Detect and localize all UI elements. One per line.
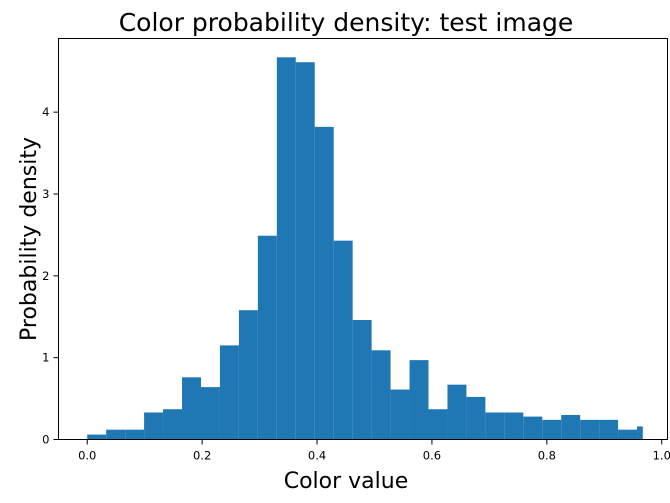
y-axis-label: Probability density [17,137,42,341]
bars-layer [87,57,643,440]
y-tick-label: 3 [42,187,49,201]
x-tick-label: 1.0 [653,449,670,463]
histogram-bar [561,414,581,440]
y-tick-label: 2 [42,269,49,283]
histogram-bar [200,387,220,440]
histogram-bar [276,57,296,440]
histogram-bar [447,384,467,440]
x-ticks-layer: 0.0 0.2 0.4 0.6 0.8 1.0 [78,439,670,463]
histogram-bar [599,419,619,440]
x-tick-label: 0.6 [423,449,441,463]
plot-frame [58,38,668,440]
histogram-bar [371,350,391,440]
histogram-bar [163,409,183,440]
histogram-bar [409,360,429,440]
histogram-bar [87,434,107,440]
y-tick-label: 0 [42,433,49,447]
histogram-bar [542,419,562,440]
y-ticks-layer: 0 1 2 3 4 [42,105,59,447]
histogram-bar [238,310,258,440]
histogram-bar [485,412,505,440]
histogram-bar [352,320,372,440]
histogram-bar [144,412,164,440]
histogram-bar [295,62,315,440]
histogram-bar [106,429,126,440]
histogram-bar [504,412,524,440]
y-tick-label: 1 [42,351,49,365]
histogram-bar [333,240,353,440]
histogram-bar [466,396,486,440]
histogram-bar [314,126,334,440]
histogram-bar [390,389,410,440]
chart-title: Color probability density: test image [119,8,574,37]
x-axis-label: Color value [284,469,409,494]
histogram-bar [580,419,600,440]
x-tick-label: 0.2 [193,449,211,463]
histogram-bar [257,235,277,440]
histogram-bar [637,426,643,440]
histogram-bar [125,429,145,440]
x-tick-label: 0.8 [538,449,556,463]
histogram-bar [219,345,239,440]
x-tick-label: 0.0 [78,449,96,463]
y-tick-label: 4 [42,105,49,119]
histogram-bar [618,429,638,440]
x-tick-label: 0.4 [308,449,326,463]
histogram-bar [182,377,201,440]
histogram-bar [428,409,448,440]
histogram-bar [523,416,543,440]
